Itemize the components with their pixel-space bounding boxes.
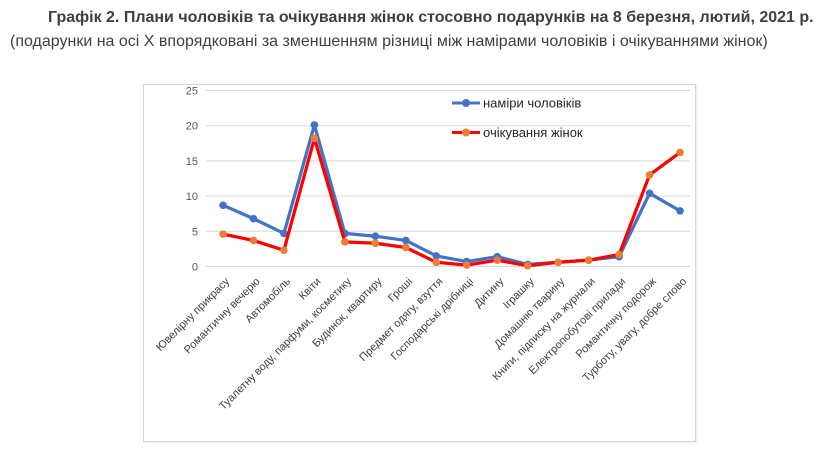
- data-point-marker: [645, 189, 654, 198]
- data-point-marker: [371, 232, 380, 241]
- series-line-0: [221, 123, 682, 267]
- data-point-marker: [645, 171, 654, 179]
- legend-label: наміри чоловіків: [483, 96, 581, 111]
- data-point-marker: [310, 121, 319, 129]
- legend-marker-icon: [462, 128, 470, 137]
- data-point-marker: [219, 230, 227, 238]
- data-point-marker: [249, 236, 258, 245]
- data-point-marker: [402, 243, 410, 252]
- chart-caption-title: Графік 2. Плани чоловіків та очікування …: [48, 9, 814, 26]
- data-point-marker: [554, 258, 562, 267]
- x-axis-label: Гроші: [386, 276, 415, 305]
- data-point-marker: [249, 214, 258, 223]
- data-point-marker: [493, 256, 502, 264]
- y-axis-tick-label: 5: [192, 226, 198, 238]
- data-point-marker: [219, 201, 227, 210]
- data-point-marker: [462, 261, 471, 269]
- data-point-marker: [402, 236, 410, 245]
- chart-frame: 0 5 10 15 20 25 Ювелірну прикрасу Романтичну ве…: [143, 84, 696, 442]
- data-point-marker: [615, 250, 623, 259]
- data-point-marker: [280, 246, 288, 255]
- chart-caption: Графік 2. Плани чоловіків та очікування …: [10, 6, 817, 54]
- y-axis-tick-label: 20: [186, 121, 198, 133]
- x-axis-label: Квіти: [297, 276, 324, 303]
- data-point-marker: [341, 238, 349, 246]
- y-axis-tick-label: 25: [186, 86, 198, 98]
- legend-label: очікування жінок: [483, 125, 583, 140]
- data-point-marker: [371, 239, 380, 248]
- data-point-marker: [523, 261, 532, 270]
- data-point-marker: [676, 148, 684, 157]
- data-point-marker: [310, 134, 319, 143]
- chart-caption-note: (подарунки на осі X впорядковані за змен…: [10, 33, 768, 50]
- legend-marker-icon: [462, 99, 470, 107]
- data-point-marker: [676, 207, 684, 215]
- y-axis-tick-label: 0: [192, 262, 198, 274]
- y-axis-tick-label: 10: [186, 191, 198, 203]
- data-point-marker: [280, 229, 288, 238]
- data-point-marker: [432, 252, 441, 260]
- y-axis-tick-label: 15: [186, 156, 198, 168]
- data-point-marker: [432, 258, 441, 267]
- data-point-marker: [584, 256, 593, 264]
- series-line-1: [221, 136, 682, 268]
